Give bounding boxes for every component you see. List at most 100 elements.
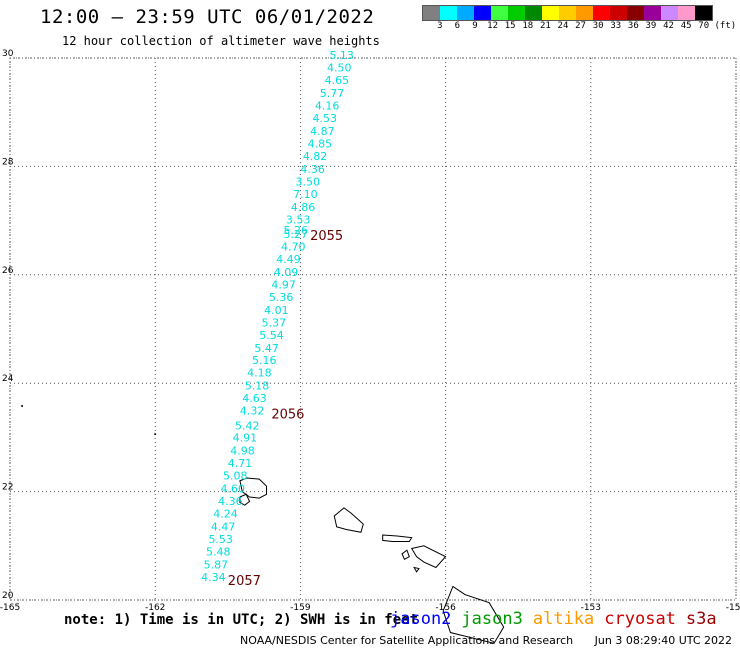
island-outline	[410, 545, 447, 569]
satellite-legend: jason2 jason3 altika cryosat s3a	[390, 609, 727, 629]
swh-value-label: 5.87	[204, 559, 229, 572]
legend-tick-label: 3	[437, 21, 443, 31]
satellite-cryosat: cryosat	[604, 609, 676, 629]
legend-swatch	[491, 6, 508, 20]
swh-value-label: 5.54	[259, 329, 284, 342]
lon-tick-label: -162	[145, 603, 165, 613]
lat-tick-label: 22	[2, 483, 13, 493]
swh-value-label: 5.48	[206, 546, 231, 559]
swh-value-label: 5.16	[252, 354, 277, 367]
island-outline	[333, 507, 364, 533]
swh-value-label: 5.77	[320, 87, 345, 100]
swh-value-label: 4.01	[264, 304, 289, 317]
swh-value-label: 5.37	[262, 316, 287, 329]
lon-tick-label: -159	[290, 603, 311, 613]
swh-value-label: 5.26	[283, 224, 308, 237]
satellite-jason3: jason3	[461, 609, 523, 629]
lon-tick-label: -153	[581, 603, 601, 613]
legend-swatch	[457, 6, 474, 20]
swh-value-label: 4.36	[300, 163, 325, 176]
legend-swatch	[508, 6, 525, 20]
satellite-s3a: s3a	[685, 609, 717, 629]
units-note: note: 1) Time is in UTC; 2) SWH is in fe…	[64, 612, 419, 628]
map-title: 12:00 — 23:59 UTC 06/01/2022	[40, 6, 375, 28]
swh-value-label: 4.87	[310, 125, 335, 138]
legend-tick-label: 36	[627, 21, 639, 31]
legend-tick-label: 30	[592, 21, 604, 31]
swh-value-label: 4.97	[271, 278, 296, 291]
swh-value-label: 4.32	[240, 405, 265, 418]
legend-tick-label: 12	[487, 21, 498, 31]
swh-value-label: 7.10	[293, 188, 318, 201]
lat-tick-label: 26	[2, 266, 14, 276]
swh-value-label: 5.13	[329, 49, 354, 62]
legend-tick-label: 6	[454, 21, 461, 31]
island-outline	[239, 493, 251, 506]
legend-unit: (ft)	[714, 21, 737, 31]
lat-tick-label: 28	[2, 157, 14, 167]
swh-value-label: 4.60	[221, 483, 246, 496]
islet-dot	[154, 433, 157, 436]
swh-value-label: 4.82	[303, 150, 328, 163]
legend-tick-label: 70	[698, 21, 710, 31]
swh-value-label: 3.50	[296, 175, 321, 188]
pass-time-label: 2055	[310, 229, 343, 244]
legend-swatch	[559, 6, 576, 20]
legend-swatch	[423, 6, 440, 20]
lat-tick-label: 24	[2, 374, 14, 384]
swh-value-label: 5.53	[208, 533, 233, 546]
swh-value-label: 4.49	[276, 253, 301, 266]
legend-swatch	[474, 6, 491, 20]
lat-tick-label: 30	[2, 49, 14, 59]
legend-swatch	[593, 6, 610, 20]
swh-value-label: 4.85	[308, 137, 333, 150]
legend-swatch	[678, 6, 695, 20]
satellite-jason2: jason2	[390, 609, 452, 629]
lon-tick-label: -150	[726, 603, 740, 613]
map-subtitle: 12 hour collection of altimeter wave hei…	[62, 34, 380, 48]
legend-swatch	[644, 6, 661, 20]
swh-value-label: 4.36	[218, 495, 243, 508]
swh-value-label: 4.18	[247, 367, 272, 380]
legend-tick-label: 15	[504, 21, 516, 31]
swh-value-label: 3.53	[286, 213, 311, 226]
island-outline	[239, 477, 268, 499]
credit-text: NOAA/NESDIS Center for Satellite Applica…	[240, 634, 574, 647]
island-outline	[382, 534, 413, 542]
island-outline	[413, 566, 420, 573]
swh-value-label: 4.70	[281, 240, 306, 253]
credit-footer: NOAA/NESDIS Center for Satellite Applica…	[240, 634, 732, 647]
legend-tick-label: 24	[557, 21, 569, 31]
legend-swatch	[695, 6, 712, 20]
lon-tick-label: -165	[0, 603, 20, 613]
swh-value-label: 4.65	[325, 74, 350, 87]
swh-value-label: 5.08	[223, 470, 248, 483]
legend-tick-label: 18	[522, 21, 534, 31]
legend-swatch	[440, 6, 457, 20]
swh-value-label: 4.09	[274, 266, 299, 279]
swh-value-label: 5.18	[245, 380, 269, 393]
swh-value-label: 4.47	[211, 521, 236, 534]
color-scale-legend	[422, 5, 713, 21]
swh-value-label: 4.34	[201, 571, 226, 584]
swh-value-label: 4.16	[315, 99, 340, 112]
pass-time-label: 2056	[271, 408, 304, 423]
swh-value-label: 5.36	[269, 291, 294, 304]
swh-value-label: 4.91	[233, 432, 258, 445]
swh-value-label: 4.86	[291, 201, 316, 214]
pass-time-label: 2057	[228, 574, 261, 589]
islet-dot	[21, 404, 24, 407]
legend-swatch	[610, 6, 627, 20]
legend-tick-label: 27	[575, 21, 586, 31]
legend-swatch	[627, 6, 644, 20]
legend-tick-label: 39	[645, 21, 657, 31]
legend-tick-label: 33	[610, 21, 622, 31]
color-scale-labels: 3 6 9 12 15 18 21 24 27 30 33 36 39 42 45 70 (ft)	[422, 21, 736, 31]
lon-tick-label: -156	[435, 603, 456, 613]
generated-timestamp: Jun 3 08:29:40 UTC 2022	[594, 634, 733, 647]
swh-value-label: 5.42	[235, 419, 260, 432]
swh-value-label: 4.24	[213, 508, 238, 521]
swh-value-label: 4.98	[230, 445, 255, 458]
legend-tick-label: 45	[680, 21, 692, 31]
